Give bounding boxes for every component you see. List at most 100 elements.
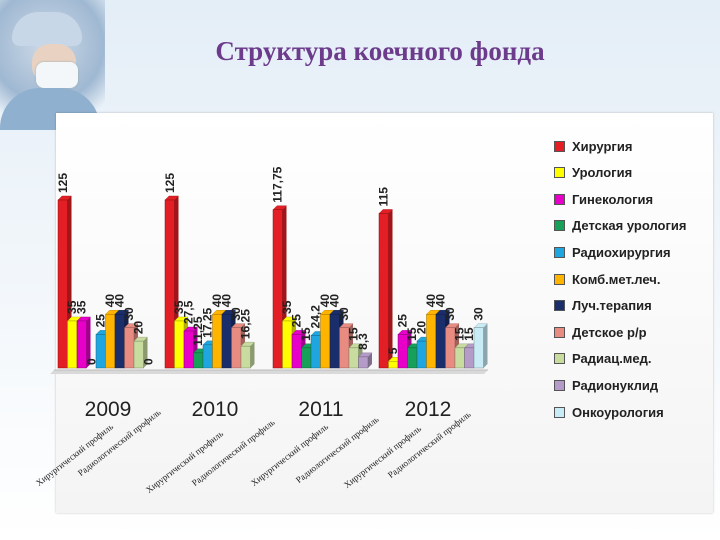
data-label: 15 xyxy=(347,327,361,341)
bar-side xyxy=(250,342,255,368)
data-label: 35 xyxy=(172,300,186,314)
data-label: 15 xyxy=(405,327,419,341)
bar xyxy=(348,347,359,369)
data-label: 117,75 xyxy=(271,166,285,202)
bar-side xyxy=(388,209,393,368)
category-label: 2010 xyxy=(191,398,239,421)
data-label: 25 xyxy=(290,314,304,328)
legend-item: Гинекология xyxy=(554,189,653,209)
data-label: 35 xyxy=(75,300,89,314)
bar xyxy=(133,340,144,369)
data-label: 30 xyxy=(472,307,486,321)
bar xyxy=(202,344,213,369)
legend-label: Детское р/р xyxy=(572,324,647,340)
bar xyxy=(310,335,321,369)
legend-swatch xyxy=(554,326,565,338)
legend-item: Онкоурология xyxy=(554,402,664,422)
data-label: 25 xyxy=(94,314,108,328)
legend-swatch xyxy=(554,140,565,152)
data-label: 35 xyxy=(65,300,79,314)
legend-swatch xyxy=(554,246,565,258)
legend-swatch xyxy=(554,300,565,312)
legend-swatch xyxy=(554,406,565,418)
data-label: 20 xyxy=(132,320,146,334)
data-label: 30 xyxy=(122,307,136,321)
bar-side xyxy=(143,337,148,368)
bar xyxy=(301,347,312,369)
bar xyxy=(95,334,106,369)
data-label: 40 xyxy=(424,294,438,308)
data-label: 16,25 xyxy=(239,309,253,339)
data-label: 40 xyxy=(220,294,234,308)
legend-item: Детская урология xyxy=(554,216,686,236)
bar xyxy=(378,213,389,369)
data-label: 40 xyxy=(103,294,117,308)
category-label: 2012 xyxy=(404,398,452,421)
bar xyxy=(320,313,331,369)
bar xyxy=(388,361,399,369)
category-label: 2009 xyxy=(84,398,132,421)
legend-label: Гинекология xyxy=(572,191,654,207)
data-label: 35 xyxy=(280,300,294,314)
data-label: 8,3 xyxy=(356,333,370,350)
bar xyxy=(212,313,223,369)
bar xyxy=(454,347,465,369)
data-label: 30 xyxy=(337,307,351,321)
data-label: 24,2 xyxy=(309,305,323,329)
bar xyxy=(105,313,116,369)
legend-swatch xyxy=(554,379,565,391)
surgeon-photo xyxy=(0,0,105,130)
bar xyxy=(114,313,125,369)
data-label: 0 xyxy=(84,358,98,365)
bar xyxy=(407,347,418,369)
legend-swatch xyxy=(554,273,565,285)
data-label: 27,5 xyxy=(182,300,196,324)
bar xyxy=(473,327,484,369)
bar xyxy=(358,356,369,369)
legend-label: Детская урология xyxy=(572,218,687,234)
data-label: 125 xyxy=(56,173,70,193)
data-label: 125 xyxy=(163,173,177,193)
bar xyxy=(435,313,446,369)
data-label: 30 xyxy=(443,307,457,321)
data-label: 25 xyxy=(396,314,410,328)
bar xyxy=(272,209,283,369)
legend-item: Радионуклид xyxy=(554,375,658,395)
legend-label: Урология xyxy=(572,165,633,181)
data-label: 15 xyxy=(299,327,313,341)
legend-label: Радиац.мед. xyxy=(572,351,652,367)
bar xyxy=(174,320,185,369)
data-label: 40 xyxy=(434,294,448,308)
legend-item: Радиац.мед. xyxy=(554,349,652,369)
data-label: 40 xyxy=(210,294,224,308)
legend-swatch xyxy=(554,193,565,205)
data-label: 15 xyxy=(462,327,476,341)
data-label: 40 xyxy=(113,294,127,308)
data-label: 15 xyxy=(453,327,467,341)
data-label: 30 xyxy=(229,307,243,321)
bar xyxy=(221,313,232,369)
data-label: 40 xyxy=(328,294,342,308)
bar-side xyxy=(368,352,372,368)
bar xyxy=(183,330,194,369)
slide-title: Структура коечного фонда xyxy=(215,36,545,66)
data-label: 115 xyxy=(377,187,391,207)
data-label: 11,25 xyxy=(191,316,205,346)
bar xyxy=(416,340,427,369)
legend-swatch xyxy=(554,167,565,179)
bar xyxy=(193,352,204,369)
legend-label: Радионуклид xyxy=(572,377,659,393)
category-label: 2011 xyxy=(298,398,344,421)
data-label: 17,25 xyxy=(201,307,215,337)
chart-floor xyxy=(50,370,488,374)
legend-label: Онкоурология xyxy=(572,404,664,420)
data-label: 40 xyxy=(318,294,332,308)
legend-swatch xyxy=(554,220,565,232)
legend-item: Луч.терапия xyxy=(554,296,652,316)
bar xyxy=(76,320,87,369)
bar xyxy=(67,320,78,369)
legend-item: Комб.мет.леч. xyxy=(554,269,660,289)
legend-label: Радиохирургия xyxy=(572,244,671,260)
legend-item: Радиохирургия xyxy=(554,242,671,262)
